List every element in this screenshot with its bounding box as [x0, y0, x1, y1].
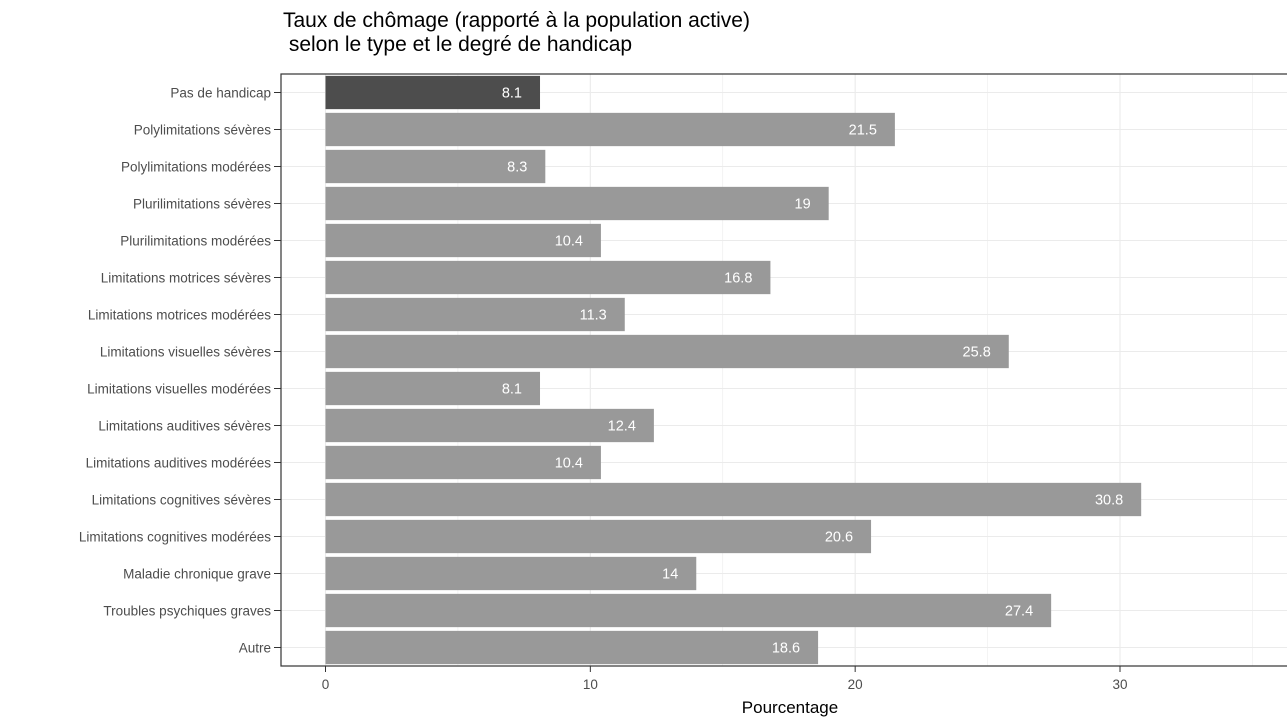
category-label: Maladie chronique grave	[123, 567, 271, 582]
bar	[325, 482, 1142, 517]
bar-value-label: 16.8	[724, 271, 752, 287]
category-label: Limitations auditives sévères	[98, 419, 271, 434]
x-tick-label: 10	[583, 677, 598, 692]
x-axis-title: Pourcentage	[742, 698, 838, 717]
bar-value-label: 10.4	[555, 456, 583, 472]
plot-panel-border	[280, 73, 1287, 667]
bar-value-label: 25.8	[963, 345, 991, 361]
x-tick-label: 0	[322, 677, 330, 692]
bar	[325, 297, 625, 332]
category-label: Autre	[239, 641, 271, 656]
bar	[325, 223, 601, 258]
category-label: Limitations visuelles modérées	[87, 382, 271, 397]
bar-value-label: 21.5	[849, 123, 877, 139]
bar-value-label: 27.4	[1005, 604, 1033, 620]
bar	[325, 593, 1052, 628]
bar	[325, 112, 895, 147]
category-label: Limitations visuelles sévères	[100, 345, 271, 360]
bar-value-label: 20.6	[825, 530, 853, 546]
bar	[325, 519, 872, 554]
x-axis-ticks: 0 10 20 30	[322, 666, 1128, 692]
bar-value-label: 14	[662, 567, 678, 583]
bar	[325, 186, 829, 221]
bar-value-label: 8.1	[502, 382, 522, 398]
bar	[325, 334, 1009, 369]
bar	[325, 260, 771, 295]
bar	[325, 630, 819, 665]
category-label: Limitations motrices sévères	[101, 271, 272, 286]
category-label: Limitations motrices modérées	[88, 308, 271, 323]
bar	[325, 556, 697, 591]
bar	[325, 149, 546, 184]
category-label: Limitations auditives modérées	[86, 456, 272, 471]
bar	[325, 371, 541, 406]
bar	[325, 408, 654, 443]
bar-value-label: 18.6	[772, 641, 800, 657]
category-label: Polylimitations modérées	[121, 160, 271, 175]
x-tick-label: 30	[1112, 677, 1127, 692]
chart-title: Taux de chômage (rapporté à la populatio…	[283, 9, 750, 56]
category-label: Polylimitations sévères	[134, 123, 272, 138]
bar-value-label: 8.3	[507, 160, 527, 176]
bar	[325, 75, 541, 110]
category-label: Troubles psychiques graves	[103, 604, 271, 619]
bar-value-label: 19	[795, 197, 811, 213]
bar-value-label: 11.3	[580, 308, 607, 324]
bar-value-label: 30.8	[1095, 493, 1123, 509]
x-tick-label: 20	[848, 677, 863, 692]
bar-value-label: 8.1	[502, 86, 522, 102]
category-label: Plurilimitations sévères	[133, 197, 271, 212]
bar	[325, 445, 601, 480]
category-label: Pas de handicap	[170, 86, 271, 101]
category-labels: Pas de handicap Polylimitations sévères Po…	[79, 86, 281, 656]
category-label: Plurilimitations modérées	[120, 234, 271, 249]
category-label: Limitations cognitives sévères	[92, 493, 272, 508]
bar-value-label: 12.4	[608, 419, 636, 435]
bars: 8.1 21.5 8.3 19 10.4 16.8 11.3 25.8 8.1 12.4 10.4 3…	[325, 75, 1142, 665]
bar-value-label: 10.4	[555, 234, 583, 250]
category-label: Limitations cognitives modérées	[79, 530, 271, 545]
